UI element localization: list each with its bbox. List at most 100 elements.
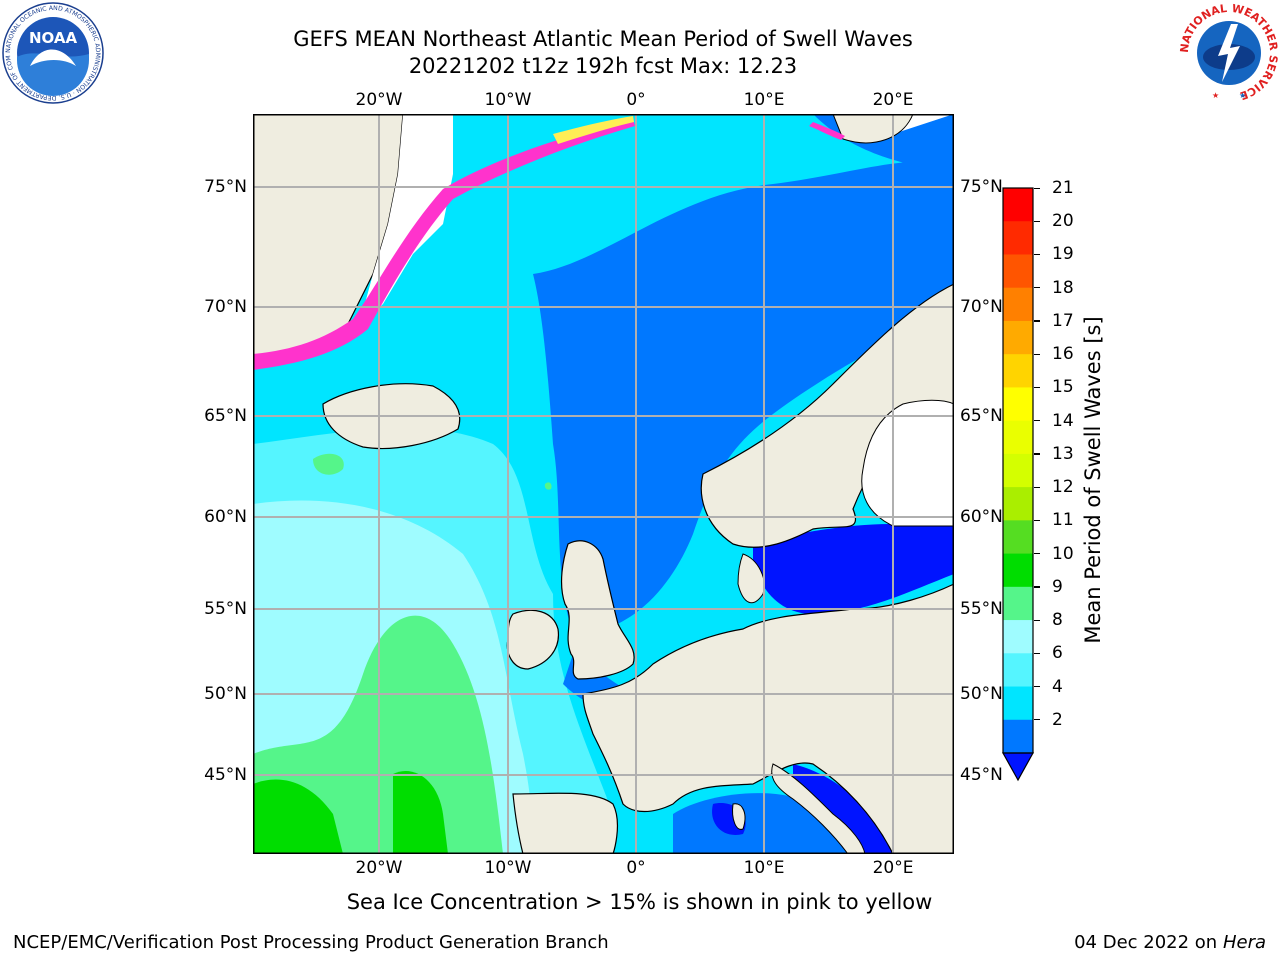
colorbar-tick-mark bbox=[1034, 686, 1040, 688]
sea-ice-high-concentration bbox=[553, 116, 634, 144]
corsica-land bbox=[732, 803, 746, 830]
colorbar-tick-label: 4 bbox=[1052, 676, 1063, 697]
svg-text:★: ★ bbox=[1239, 91, 1246, 100]
colorbar-band bbox=[1003, 653, 1033, 688]
denmark-land bbox=[737, 553, 765, 604]
sea-ice-note: Sea Ice Concentration > 15% is shown in … bbox=[346, 890, 933, 914]
colorbar-tick-label: 11 bbox=[1052, 510, 1074, 531]
nws-logo: NATIONAL WEATHER SERVICE ★ ★ bbox=[1178, 2, 1280, 102]
colorbar-tick-mark bbox=[1034, 453, 1040, 455]
colorbar-tick-label: 14 bbox=[1052, 410, 1074, 431]
footer-machine: Hera bbox=[1222, 932, 1266, 953]
lon-label-top: 10°W bbox=[484, 90, 532, 110]
colorbar-tick-label: 8 bbox=[1052, 610, 1063, 631]
colorbar-band bbox=[1003, 320, 1033, 355]
sea-ice-svalbard bbox=[809, 122, 845, 140]
colorbar-tick-mark bbox=[1034, 187, 1040, 189]
lat-label-right: 70°N bbox=[960, 297, 1003, 317]
lat-label-left: 60°N bbox=[204, 507, 247, 527]
swell-lt-2s-baltic bbox=[753, 524, 954, 614]
colorbar-tick-mark bbox=[1034, 386, 1040, 389]
colorbar-band bbox=[1003, 354, 1033, 388]
colorbar-tick-mark bbox=[1034, 586, 1040, 588]
faroe-swell bbox=[544, 482, 552, 490]
lon-label-bottom: 10°W bbox=[484, 858, 532, 878]
lat-label-right: 55°N bbox=[960, 599, 1003, 619]
colorbar-label-anchor: Mean Period of Swell Waves [s] bbox=[1081, 316, 1105, 643]
colorbar-tick-mark bbox=[1034, 420, 1040, 422]
colorbar-tick-label: 2 bbox=[1052, 709, 1063, 730]
colorbar-tick-label: 21 bbox=[1052, 178, 1074, 198]
colorbar-band bbox=[1003, 620, 1033, 654]
colorbar-band bbox=[1003, 287, 1033, 322]
colorbar-tick-label: 17 bbox=[1052, 310, 1074, 331]
colorbar-band bbox=[1003, 553, 1033, 588]
colorbar-tick-mark bbox=[1034, 253, 1040, 256]
swell-2-4s-region bbox=[533, 161, 954, 634]
colorbar-band bbox=[1003, 686, 1033, 721]
colorbar-tick-mark bbox=[1034, 220, 1040, 222]
lat-label-left: 50°N bbox=[204, 684, 247, 704]
italy-land bbox=[771, 763, 866, 854]
lat-label-right: 50°N bbox=[960, 684, 1003, 704]
colorbar-band bbox=[1003, 188, 1033, 222]
colorbar-tick-label: 12 bbox=[1052, 477, 1074, 498]
iberia-land bbox=[512, 792, 618, 854]
colorbar-tick-label: 16 bbox=[1052, 344, 1074, 365]
swell-lt-2s-adriatic bbox=[793, 764, 893, 854]
colorbar-band bbox=[1003, 387, 1033, 422]
colorbar-tick-label: 18 bbox=[1052, 277, 1074, 298]
colorbar-tick-mark bbox=[1034, 486, 1040, 488]
colorbar-tick-mark bbox=[1034, 287, 1040, 289]
colorbar-tick-mark bbox=[1034, 519, 1040, 522]
lat-label-left: 70°N bbox=[204, 297, 247, 317]
lat-label-left: 45°N bbox=[204, 765, 247, 785]
colorbar-band bbox=[1003, 453, 1033, 488]
swell-10-11s-patch bbox=[393, 770, 448, 854]
colorbar-band bbox=[1003, 487, 1033, 521]
lon-label-top: 20°E bbox=[872, 90, 914, 110]
lon-label-bottom: 20°W bbox=[355, 858, 403, 878]
lon-label-top: 0° bbox=[626, 90, 646, 110]
lon-label-top: 20°W bbox=[355, 90, 403, 110]
colorbar-label: Mean Period of Swell Waves [s] bbox=[1081, 316, 1105, 644]
map-frame bbox=[253, 114, 954, 854]
noaa-logo: NATIONAL OCEANIC AND ATMOSPHERIC ADMINIS… bbox=[2, 2, 104, 104]
colorbar-tick-label: 13 bbox=[1052, 443, 1074, 464]
chart-title: GEFS MEAN Northeast Atlantic Mean Period… bbox=[293, 27, 913, 51]
svg-text:NOAA: NOAA bbox=[29, 29, 78, 47]
footer-date-text: 04 Dec 2022 on bbox=[1074, 932, 1218, 953]
lat-label-left: 75°N bbox=[204, 177, 247, 197]
lon-label-bottom: 0° bbox=[626, 858, 646, 878]
colorbar-band bbox=[1003, 420, 1033, 455]
footer-date: 04 Dec 2022 on Hera bbox=[1074, 932, 1266, 953]
lon-label-bottom: 10°E bbox=[743, 858, 785, 878]
swell-10-11s-region bbox=[253, 779, 343, 854]
colorbar bbox=[1001, 187, 1035, 782]
colorbar-band bbox=[1003, 221, 1033, 255]
colorbar-band bbox=[1003, 719, 1033, 754]
colorbar-tick-label: 15 bbox=[1052, 377, 1074, 398]
swell-9-10s-patch bbox=[313, 453, 344, 475]
lon-label-bottom: 20°E bbox=[872, 858, 914, 878]
gulf-of-bothnia-nodata bbox=[861, 399, 954, 527]
continental-europe-land bbox=[582, 583, 954, 854]
lat-label-left: 55°N bbox=[204, 599, 247, 619]
swell-period-map bbox=[253, 114, 954, 854]
chart-subtitle: 20221202 t12z 192h fcst Max: 12.23 bbox=[408, 54, 798, 78]
colorbar-tick-label: 10 bbox=[1052, 543, 1074, 564]
graticule bbox=[253, 114, 954, 854]
svg-text:★: ★ bbox=[1212, 91, 1219, 100]
lat-label-right: 45°N bbox=[960, 765, 1003, 785]
colorbar-tick-mark bbox=[1034, 652, 1040, 654]
lon-label-top: 10°E bbox=[743, 90, 785, 110]
lat-label-left: 65°N bbox=[204, 406, 247, 426]
colorbar-tick-mark bbox=[1034, 553, 1040, 555]
colorbar-tick-label: 6 bbox=[1052, 643, 1063, 664]
lat-label-right: 60°N bbox=[960, 507, 1003, 527]
colorbar-band bbox=[1003, 520, 1033, 555]
colorbar-frame bbox=[1002, 187, 1034, 754]
colorbar-tick-mark bbox=[1034, 719, 1040, 721]
colorbar-tick-mark bbox=[1034, 320, 1040, 322]
colorbar-tick-label: 9 bbox=[1052, 576, 1063, 597]
